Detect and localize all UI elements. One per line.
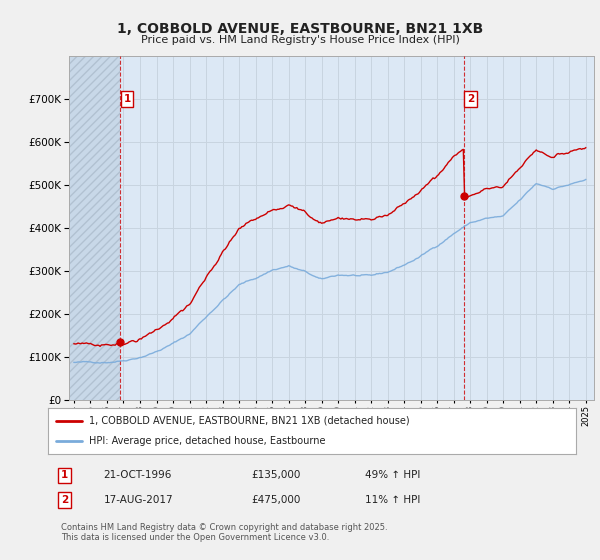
Text: HPI: Average price, detached house, Eastbourne: HPI: Average price, detached house, East… <box>89 436 326 446</box>
Text: Contains HM Land Registry data © Crown copyright and database right 2025.
This d: Contains HM Land Registry data © Crown c… <box>61 522 388 542</box>
Bar <box>69 56 121 400</box>
Text: £475,000: £475,000 <box>251 495 301 505</box>
Text: 1: 1 <box>61 470 68 480</box>
Text: Price paid vs. HM Land Registry's House Price Index (HPI): Price paid vs. HM Land Registry's House … <box>140 35 460 45</box>
Text: 49% ↑ HPI: 49% ↑ HPI <box>365 470 420 480</box>
Bar <box>69 56 121 400</box>
Text: 1, COBBOLD AVENUE, EASTBOURNE, BN21 1XB (detached house): 1, COBBOLD AVENUE, EASTBOURNE, BN21 1XB … <box>89 416 410 426</box>
Text: 2: 2 <box>61 495 68 505</box>
Text: 21-OCT-1996: 21-OCT-1996 <box>103 470 172 480</box>
Text: 2: 2 <box>467 94 474 104</box>
Text: £135,000: £135,000 <box>251 470 301 480</box>
Text: 1: 1 <box>124 94 131 104</box>
Text: 11% ↑ HPI: 11% ↑ HPI <box>365 495 420 505</box>
Text: 17-AUG-2017: 17-AUG-2017 <box>103 495 173 505</box>
Text: 1, COBBOLD AVENUE, EASTBOURNE, BN21 1XB: 1, COBBOLD AVENUE, EASTBOURNE, BN21 1XB <box>117 22 483 36</box>
